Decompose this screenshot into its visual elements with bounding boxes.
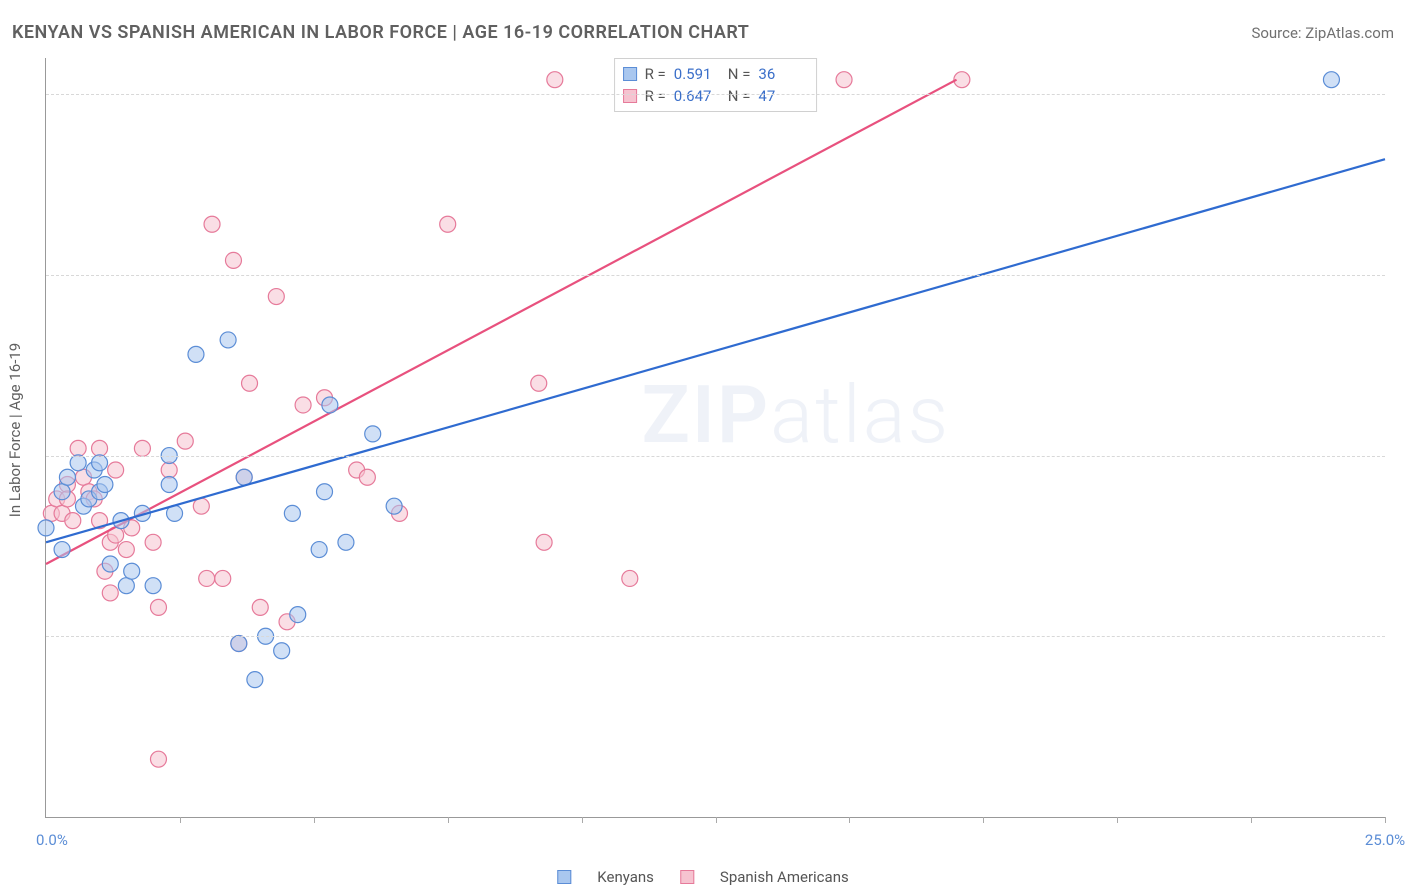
data-point-spanish	[65, 513, 81, 529]
plot-area: ZIPatlas R = 0.591 N = 36 R = 0.647 N = …	[45, 58, 1385, 818]
legend-label-kenyans: Kenyans	[597, 868, 654, 886]
x-tick-mark	[314, 817, 315, 823]
data-point-kenyans	[220, 332, 236, 348]
x-tick-mark	[849, 817, 850, 823]
data-point-kenyans	[59, 469, 75, 485]
x-tick-mark	[582, 817, 583, 823]
data-point-spanish	[547, 72, 563, 88]
y-tick-label: 100.0%	[1395, 103, 1406, 121]
trend-line-kenyans	[46, 159, 1385, 542]
data-point-spanish	[836, 72, 852, 88]
data-point-spanish	[150, 751, 166, 767]
gridline	[46, 456, 1385, 457]
y-tick-label: 75.0%	[1395, 284, 1406, 302]
data-point-kenyans	[124, 563, 140, 579]
y-tick-label: 25.0%	[1395, 645, 1406, 663]
data-point-spanish	[295, 397, 311, 413]
x-tick-mark	[983, 817, 984, 823]
gridline	[46, 636, 1385, 637]
x-tick-mark	[1251, 817, 1252, 823]
data-point-kenyans	[274, 643, 290, 659]
y-tick-label: 50.0%	[1395, 465, 1406, 483]
data-point-kenyans	[38, 520, 54, 536]
data-point-spanish	[150, 599, 166, 615]
bottom-legend: Kenyans Spanish Americans	[557, 868, 848, 886]
data-point-kenyans	[365, 426, 381, 442]
data-point-spanish	[536, 534, 552, 550]
data-point-kenyans	[1323, 72, 1339, 88]
data-point-kenyans	[338, 534, 354, 550]
gridline	[46, 94, 1385, 95]
data-point-kenyans	[188, 346, 204, 362]
data-point-spanish	[199, 570, 215, 586]
x-tick-mark	[716, 817, 717, 823]
data-point-kenyans	[317, 484, 333, 500]
data-point-spanish	[108, 462, 124, 478]
data-point-spanish	[145, 534, 161, 550]
x-tick-mark	[448, 817, 449, 823]
data-point-spanish	[268, 289, 284, 305]
data-point-spanish	[102, 585, 118, 601]
x-tick-label: 0.0%	[36, 831, 68, 849]
data-point-kenyans	[236, 469, 252, 485]
header: KENYAN VS SPANISH AMERICAN IN LABOR FORC…	[12, 22, 1394, 43]
x-tick-mark	[180, 817, 181, 823]
legend-swatch-kenyans	[557, 870, 571, 884]
chart-container: KENYAN VS SPANISH AMERICAN IN LABOR FORC…	[0, 0, 1406, 892]
data-point-spanish	[359, 469, 375, 485]
data-point-spanish	[215, 570, 231, 586]
data-point-kenyans	[290, 607, 306, 623]
data-point-spanish	[134, 440, 150, 456]
data-point-spanish	[70, 440, 86, 456]
data-point-spanish	[204, 216, 220, 232]
data-point-kenyans	[247, 672, 263, 688]
x-tick-label: 25.0%	[1365, 831, 1405, 849]
data-point-spanish	[92, 440, 108, 456]
data-point-kenyans	[231, 636, 247, 652]
data-point-spanish	[225, 252, 241, 268]
legend-label-spanish: Spanish Americans	[720, 868, 849, 886]
y-axis-label: In Labor Force | Age 16-19	[6, 343, 24, 517]
data-point-spanish	[118, 542, 134, 558]
data-point-kenyans	[284, 505, 300, 521]
legend-swatch-spanish	[680, 870, 694, 884]
data-point-spanish	[622, 570, 638, 586]
data-point-spanish	[531, 375, 547, 391]
data-point-kenyans	[102, 556, 118, 572]
data-point-spanish	[252, 599, 268, 615]
data-point-kenyans	[161, 476, 177, 492]
data-point-kenyans	[386, 498, 402, 514]
data-point-kenyans	[54, 542, 70, 558]
data-point-kenyans	[70, 455, 86, 471]
data-point-kenyans	[54, 484, 70, 500]
x-tick-mark	[1385, 817, 1386, 823]
data-point-kenyans	[97, 476, 113, 492]
data-point-spanish	[440, 216, 456, 232]
source-label: Source: ZipAtlas.com	[1251, 24, 1394, 42]
data-point-kenyans	[311, 542, 327, 558]
data-point-kenyans	[145, 578, 161, 594]
gridline	[46, 275, 1385, 276]
scatter-svg	[46, 58, 1385, 817]
x-tick-mark	[1117, 817, 1118, 823]
data-point-kenyans	[118, 578, 134, 594]
data-point-kenyans	[92, 455, 108, 471]
data-point-spanish	[161, 462, 177, 478]
data-point-spanish	[242, 375, 258, 391]
data-point-kenyans	[322, 397, 338, 413]
chart-title: KENYAN VS SPANISH AMERICAN IN LABOR FORC…	[12, 22, 749, 43]
data-point-spanish	[177, 433, 193, 449]
